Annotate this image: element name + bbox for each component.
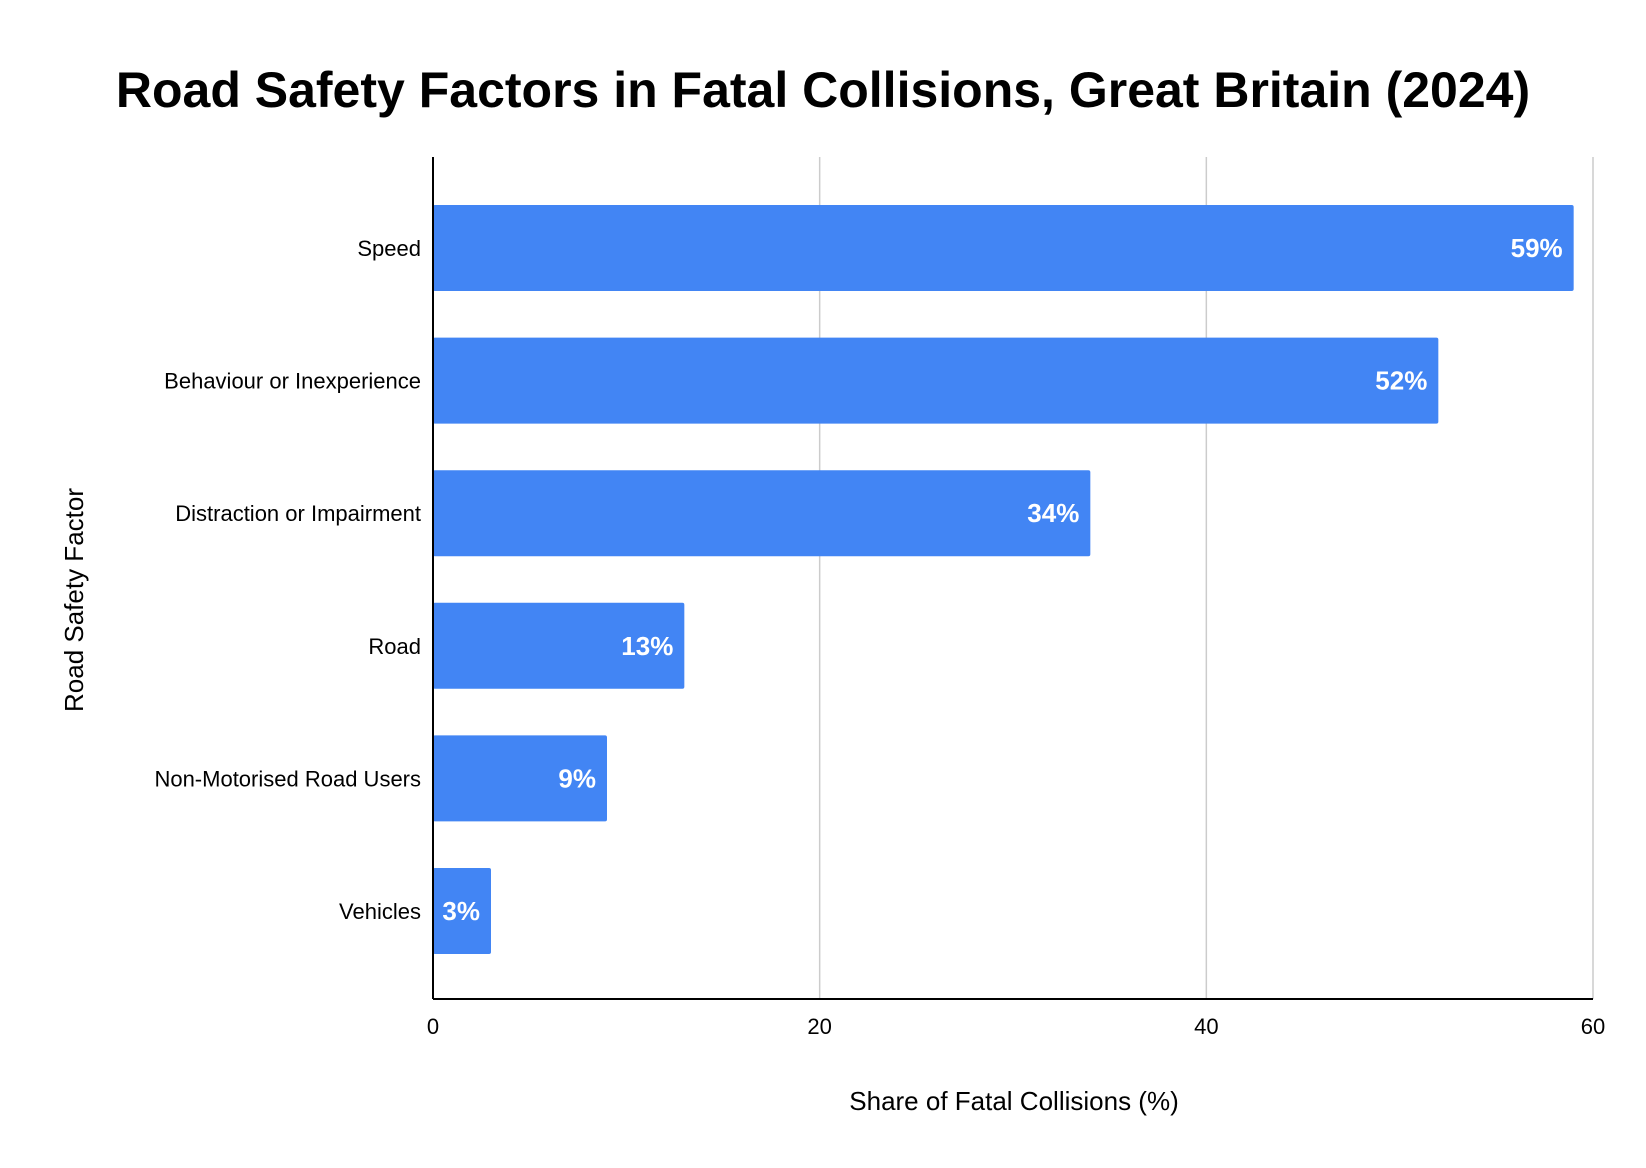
bar-data-label: 34%: [1027, 498, 1079, 528]
bars: 59% 52% 34% 13% 9% 3%: [433, 205, 1574, 954]
bar: [433, 205, 1574, 291]
bar: [433, 470, 1091, 557]
x-tick-label: 0: [427, 1014, 439, 1039]
x-tick-label: 40: [1194, 1014, 1218, 1039]
x-tick-labels: 0 20 40 60: [427, 1014, 1605, 1039]
bar-data-label: 13%: [621, 631, 673, 661]
bar: [433, 735, 607, 822]
x-tick-label: 20: [807, 1014, 831, 1039]
bar-data-label: 3%: [442, 896, 480, 926]
bar-data-label: 52%: [1375, 366, 1427, 396]
bar: [433, 602, 685, 689]
bar-data-label: 59%: [1511, 233, 1563, 263]
y-axis-title: Road Safety Factor: [59, 488, 89, 712]
x-tick-label: 60: [1581, 1014, 1605, 1039]
bar-data-label: 9%: [558, 763, 596, 793]
category-label: Speed: [357, 236, 421, 261]
gridlines: [818, 157, 1594, 999]
category-label: Vehicles: [339, 899, 421, 924]
bar: [433, 868, 491, 954]
category-label: Non-Motorised Road Users: [154, 766, 421, 791]
x-axis-title: Share of Fatal Collisions (%): [849, 1086, 1178, 1116]
bar: [433, 337, 1439, 424]
category-label: Road: [368, 634, 421, 659]
category-labels: Speed Behaviour or Inexperience Distractio…: [154, 236, 421, 924]
category-label: Distraction or Impairment: [175, 501, 421, 526]
chart-title: Road Safety Factors in Fatal Collisions,…: [116, 62, 1530, 118]
category-label: Behaviour or Inexperience: [164, 369, 421, 394]
